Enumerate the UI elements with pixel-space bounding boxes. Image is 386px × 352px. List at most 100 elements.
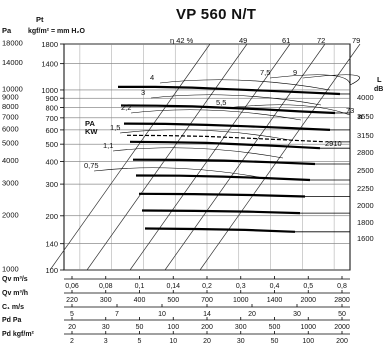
- pa-power-label: PA: [85, 119, 95, 128]
- lines: [49, 43, 361, 271]
- rpm-curve: [123, 122, 331, 131]
- right-axis-sublabel: dB: [374, 86, 383, 93]
- bottom-tick-label: 3: [104, 338, 108, 345]
- pa-tick-label: 3000: [2, 179, 19, 188]
- kgf-tick-label: 100: [45, 266, 58, 275]
- kgf-label: kgf/m² = mm H₂O: [28, 28, 86, 35]
- power-curve: [159, 79, 331, 91]
- rpm-curve: [129, 140, 321, 150]
- bottom-tick-label: 0,06: [65, 283, 79, 290]
- pa-tick-label: 1000: [2, 264, 19, 273]
- kgf-tick-label: 500: [45, 140, 58, 149]
- kgf-tick-label: 300: [45, 180, 58, 189]
- kw-power-label: KW: [85, 127, 98, 136]
- bottom-scale-label: Qv m³/h: [2, 290, 28, 297]
- rpm-curve: [138, 192, 306, 198]
- bottom-tick-label: 100: [167, 324, 179, 331]
- kgf-tick-label: 700: [45, 114, 58, 123]
- pa-tick-label: 7000: [2, 112, 19, 121]
- bottom-tick-label: 700: [201, 297, 213, 304]
- bottom-tick-label: 0,5: [303, 283, 313, 290]
- bottom-tick-label: 0,14: [166, 283, 180, 290]
- bottom-tick-label: 30: [237, 338, 245, 345]
- bottom-tick-label: 20: [248, 311, 256, 318]
- power-curve: [119, 129, 291, 141]
- bottom-tick-label: 220: [66, 297, 78, 304]
- power-curve: [93, 167, 265, 179]
- kgf-tick-label: 900: [45, 94, 58, 103]
- bottom-tick-label: 2000: [300, 297, 316, 304]
- annotation-73: 73: [346, 106, 354, 115]
- bottom-tick-label: 5: [138, 338, 142, 345]
- bottom-tick-label: 14: [203, 311, 211, 318]
- rpm-label: 3550: [357, 112, 374, 121]
- bottom-tick-label: 10: [169, 338, 177, 345]
- rpm-label: 1600: [357, 234, 374, 243]
- bottom-tick-label: 0,08: [99, 283, 113, 290]
- efficiency-line: [164, 43, 326, 271]
- efficiency-line: [49, 43, 211, 271]
- bottom-tick-label: 2: [70, 338, 74, 345]
- rpm-label: 2250: [357, 184, 374, 193]
- annotation-2910: 2910: [325, 139, 342, 148]
- bottom-tick-label: 2800: [334, 297, 350, 304]
- bottom-tick-label: 30: [102, 324, 110, 331]
- rpm-label: 2500: [357, 166, 374, 175]
- power-curve: [150, 94, 322, 106]
- power-label: 2,2: [121, 103, 131, 112]
- pa-tick-label: 9000: [2, 93, 19, 102]
- bottom-tick-label: 300: [235, 324, 247, 331]
- bottom-tick-label: 20: [68, 324, 76, 331]
- efficiency-line: [86, 43, 248, 271]
- bottom-scale-label: C₁ m/s: [2, 304, 24, 311]
- kgf-tick-label: 200: [45, 212, 58, 221]
- rpm-curve: [118, 85, 341, 96]
- bottom-tick-label: 500: [269, 324, 281, 331]
- kgf-tick-label: 1000: [41, 86, 58, 95]
- bottom-tick-label: 30: [293, 311, 301, 318]
- kgf-tick-label: 400: [45, 158, 58, 167]
- efficiency-value: 79: [352, 36, 360, 45]
- bottom-tick-label: 0,1: [135, 283, 145, 290]
- power-label: 4: [150, 73, 154, 82]
- bottom-tick-label: 10: [158, 311, 166, 318]
- pa-tick-label: 6000: [2, 124, 19, 133]
- bottom-tick-label: 500: [167, 297, 179, 304]
- pa-tick-label: 4000: [2, 156, 19, 165]
- labels: 1001402003004005006007008009001000140018…: [2, 15, 383, 345]
- efficiency-label: η 42 %: [170, 36, 194, 45]
- bottom-tick-label: 5: [70, 311, 74, 318]
- rpm-curve: [132, 158, 316, 166]
- power-label: 0,75: [84, 161, 99, 170]
- bottom-scale-label: Pd kgf/m²: [2, 331, 35, 338]
- bottom-tick-label: 1000: [233, 297, 249, 304]
- bottom-scale-label: Qv m³/s: [2, 276, 28, 283]
- power-label: 5,5: [216, 98, 226, 107]
- chart-title: VP 560 N/T: [176, 6, 257, 23]
- rpm-label: 4000: [357, 93, 374, 102]
- pa-tick-label: 18000: [2, 38, 23, 47]
- bottom-tick-label: 0,3: [236, 283, 246, 290]
- power-curve: [130, 109, 302, 121]
- bottom-tick-label: 300: [100, 297, 112, 304]
- bottom-tick-label: 1000: [300, 324, 316, 331]
- pa-label: Pa: [2, 26, 12, 35]
- rpm-label: 2800: [357, 148, 374, 157]
- power-curve: [112, 147, 284, 159]
- bottom-tick-label: 50: [136, 324, 144, 331]
- rpm-curve: [141, 209, 301, 215]
- power-curve: [302, 74, 360, 86]
- bottom-tick-label: 400: [134, 297, 146, 304]
- pa-tick-label: 14000: [2, 58, 23, 67]
- pa-tick-label: 8000: [2, 102, 19, 111]
- kgf-tick-label: 140: [45, 240, 58, 249]
- bottom-tick-label: 0,8: [337, 283, 347, 290]
- efficiency-value: 49: [239, 36, 247, 45]
- bottom-tick-label: 2000: [334, 324, 350, 331]
- efficiency-value: 61: [282, 36, 290, 45]
- kgf-tick-label: 600: [45, 126, 58, 135]
- rpm-label: 2000: [357, 201, 374, 210]
- rpm-label: 1800: [357, 218, 374, 227]
- pa-tick-label: 10000: [2, 84, 23, 93]
